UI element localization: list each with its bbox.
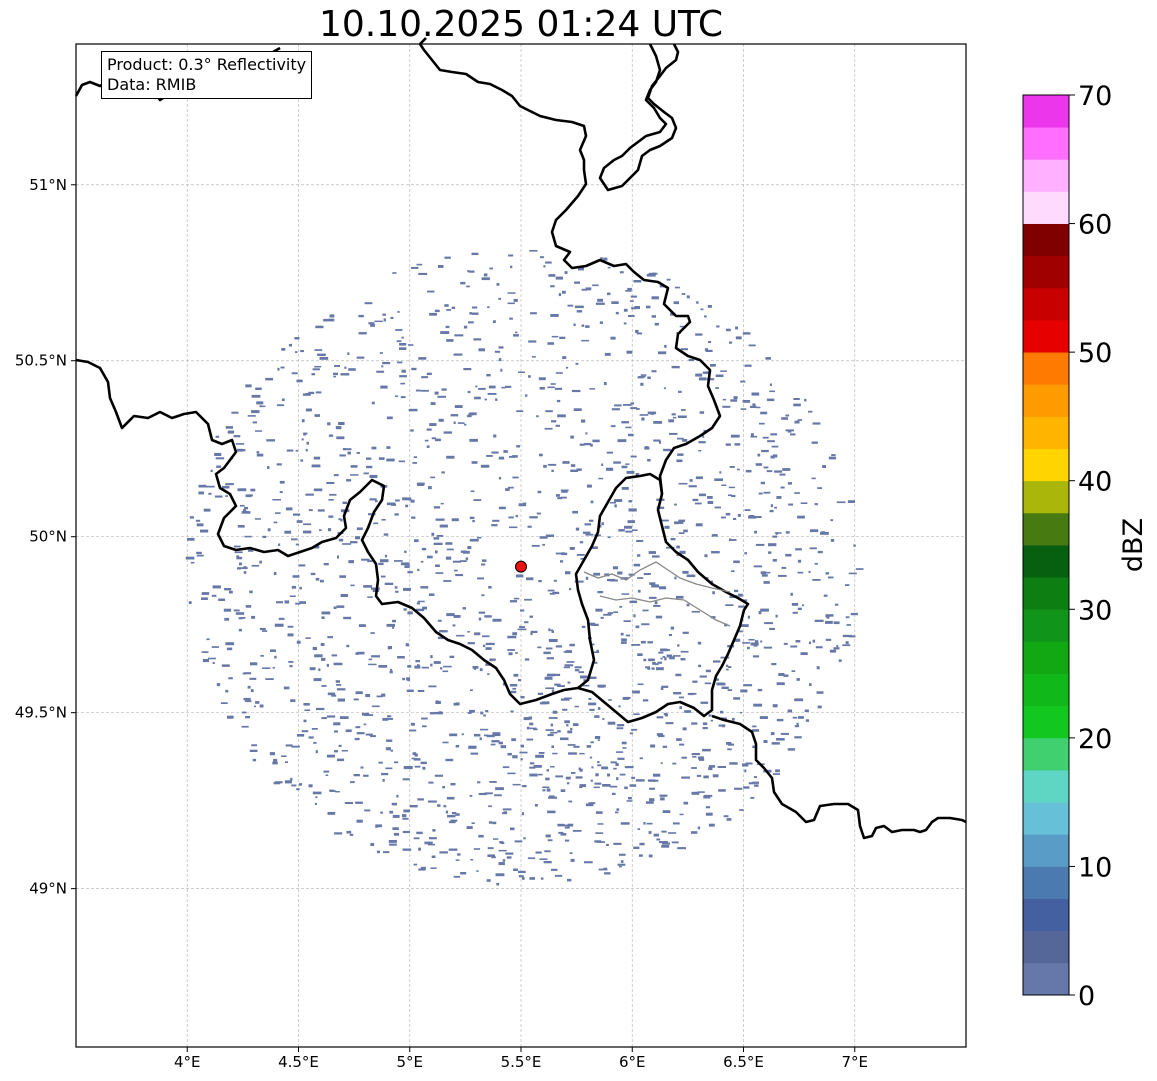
colorbar-tick-label: 10	[1078, 852, 1112, 883]
lon-tick-label: 5°E	[396, 1053, 423, 1071]
border-be-fr	[75, 358, 579, 706]
lon-tick-label: 7°E	[841, 1053, 868, 1071]
colorbar-band	[1023, 512, 1069, 546]
colorbar-tick-label: 60	[1078, 210, 1112, 241]
colorbar-band	[1023, 577, 1069, 610]
border-de-fr	[711, 714, 967, 840]
colorbar-band	[1023, 802, 1069, 835]
colorbar-band	[1023, 962, 1069, 996]
border-be-lu	[574, 472, 750, 724]
colorbar-band	[1023, 834, 1069, 867]
data-source-label: Data: RMIB	[107, 75, 197, 94]
lon-tick-label: 5.5°E	[501, 1053, 542, 1071]
colorbar-band	[1023, 320, 1069, 353]
map-graticule	[76, 44, 966, 1047]
colorbar-band	[1023, 705, 1069, 739]
colorbar-band	[1023, 95, 1069, 128]
lon-tick-label: 4°E	[174, 1053, 201, 1071]
border-be-de	[418, 43, 722, 495]
colorbar-tick-label: 0	[1078, 981, 1095, 1010]
colorbar-band	[1023, 480, 1069, 514]
colorbar-band	[1023, 545, 1069, 578]
river-moselle	[599, 595, 731, 627]
colorbar-tick-label: 20	[1078, 724, 1112, 755]
colorbar-band	[1023, 770, 1069, 803]
lat-tick-label: 49°N	[29, 880, 67, 898]
colorbar-tick-label: 50	[1078, 338, 1112, 369]
colorbar-band	[1023, 641, 1069, 674]
radar-echoes	[185, 250, 864, 886]
lon-tick-label: 4.5°E	[278, 1053, 319, 1071]
colorbar-band	[1023, 898, 1069, 932]
product-label: Product: 0.3° Reflectivity	[107, 55, 307, 74]
colorbar-band	[1023, 191, 1069, 224]
colorbar-band	[1023, 673, 1069, 707]
colorbar-bands	[1023, 95, 1069, 996]
lon-tick-label: 6.5°E	[723, 1053, 764, 1071]
lat-tick-label: 50.5°N	[15, 352, 67, 370]
colorbar-band	[1023, 255, 1069, 289]
axis-ticks: 4°E 4.5°E 5°E 5.5°E 6°E 6.5°E 7°E 51°N 50.5°N 50°…	[15, 176, 868, 1071]
colorbar-band	[1023, 127, 1069, 160]
colorbar-tick-label: 30	[1078, 595, 1112, 626]
lon-tick-label: 6°E	[619, 1053, 646, 1071]
colorbar-band	[1023, 287, 1069, 321]
river-sure	[583, 561, 731, 593]
colorbar-band	[1023, 416, 1069, 449]
radar-site-marker	[515, 560, 527, 573]
colorbar-band	[1023, 866, 1069, 899]
colorbar-band	[1023, 352, 1069, 385]
colorbar-frame	[1022, 94, 1070, 996]
colorbar: 0 10 20 30 40 50 60 70 dBZ	[1022, 81, 1149, 1010]
colorbar-band	[1023, 737, 1069, 771]
colorbar-band	[1023, 223, 1069, 257]
map-title: 10.10.2025 01:24 UTC	[318, 4, 724, 45]
colorbar-band	[1023, 384, 1069, 417]
colorbar-tick-label: 40	[1078, 467, 1112, 498]
colorbar-tick-label: 70	[1078, 81, 1112, 112]
colorbar-band	[1023, 159, 1069, 192]
colorbar-band	[1023, 609, 1069, 642]
colorbar-band	[1023, 448, 1069, 482]
lat-tick-label: 51°N	[29, 176, 67, 194]
lat-tick-label: 49.5°N	[15, 704, 67, 722]
colorbar-band	[1023, 930, 1069, 964]
lat-tick-label: 50°N	[29, 528, 67, 546]
colorbar-ticks: 0 10 20 30 40 50 60 70	[1069, 81, 1112, 1010]
border-nl-de	[419, 37, 680, 192]
colorbar-label: dBZ	[1118, 518, 1149, 572]
product-info-box: Product: 0.3° Reflectivity Data: RMIB	[101, 51, 313, 99]
